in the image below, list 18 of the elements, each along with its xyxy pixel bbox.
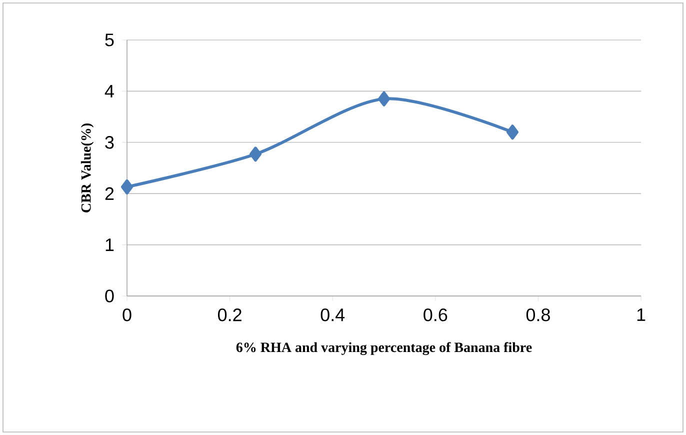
- x-axis-title: 6% RHA and varying percentage of Banana fibre: [236, 342, 532, 356]
- x-tick-label: 0.8: [526, 308, 550, 322]
- point: [250, 146, 262, 162]
- point: [506, 124, 519, 140]
- point: [121, 179, 134, 194]
- x-tick-label: 0.4: [320, 308, 345, 322]
- x-tick-label: 0.2: [218, 308, 242, 322]
- y-tick-label: 1: [106, 238, 114, 251]
- x-tick-label: 0.6: [424, 308, 448, 322]
- x-tick-label: 0: [122, 308, 132, 322]
- x-tick-label: 1: [637, 308, 646, 321]
- y-tick-label: 4: [104, 84, 114, 98]
- y-tick-label: 5: [105, 34, 114, 46]
- y-tick-label: 2: [105, 187, 114, 200]
- point: [378, 91, 390, 106]
- y-axis-title: CBR Value(%): [80, 124, 94, 212]
- y-tick-label: 0: [105, 290, 114, 302]
- y-tick-label: 3: [105, 136, 114, 149]
